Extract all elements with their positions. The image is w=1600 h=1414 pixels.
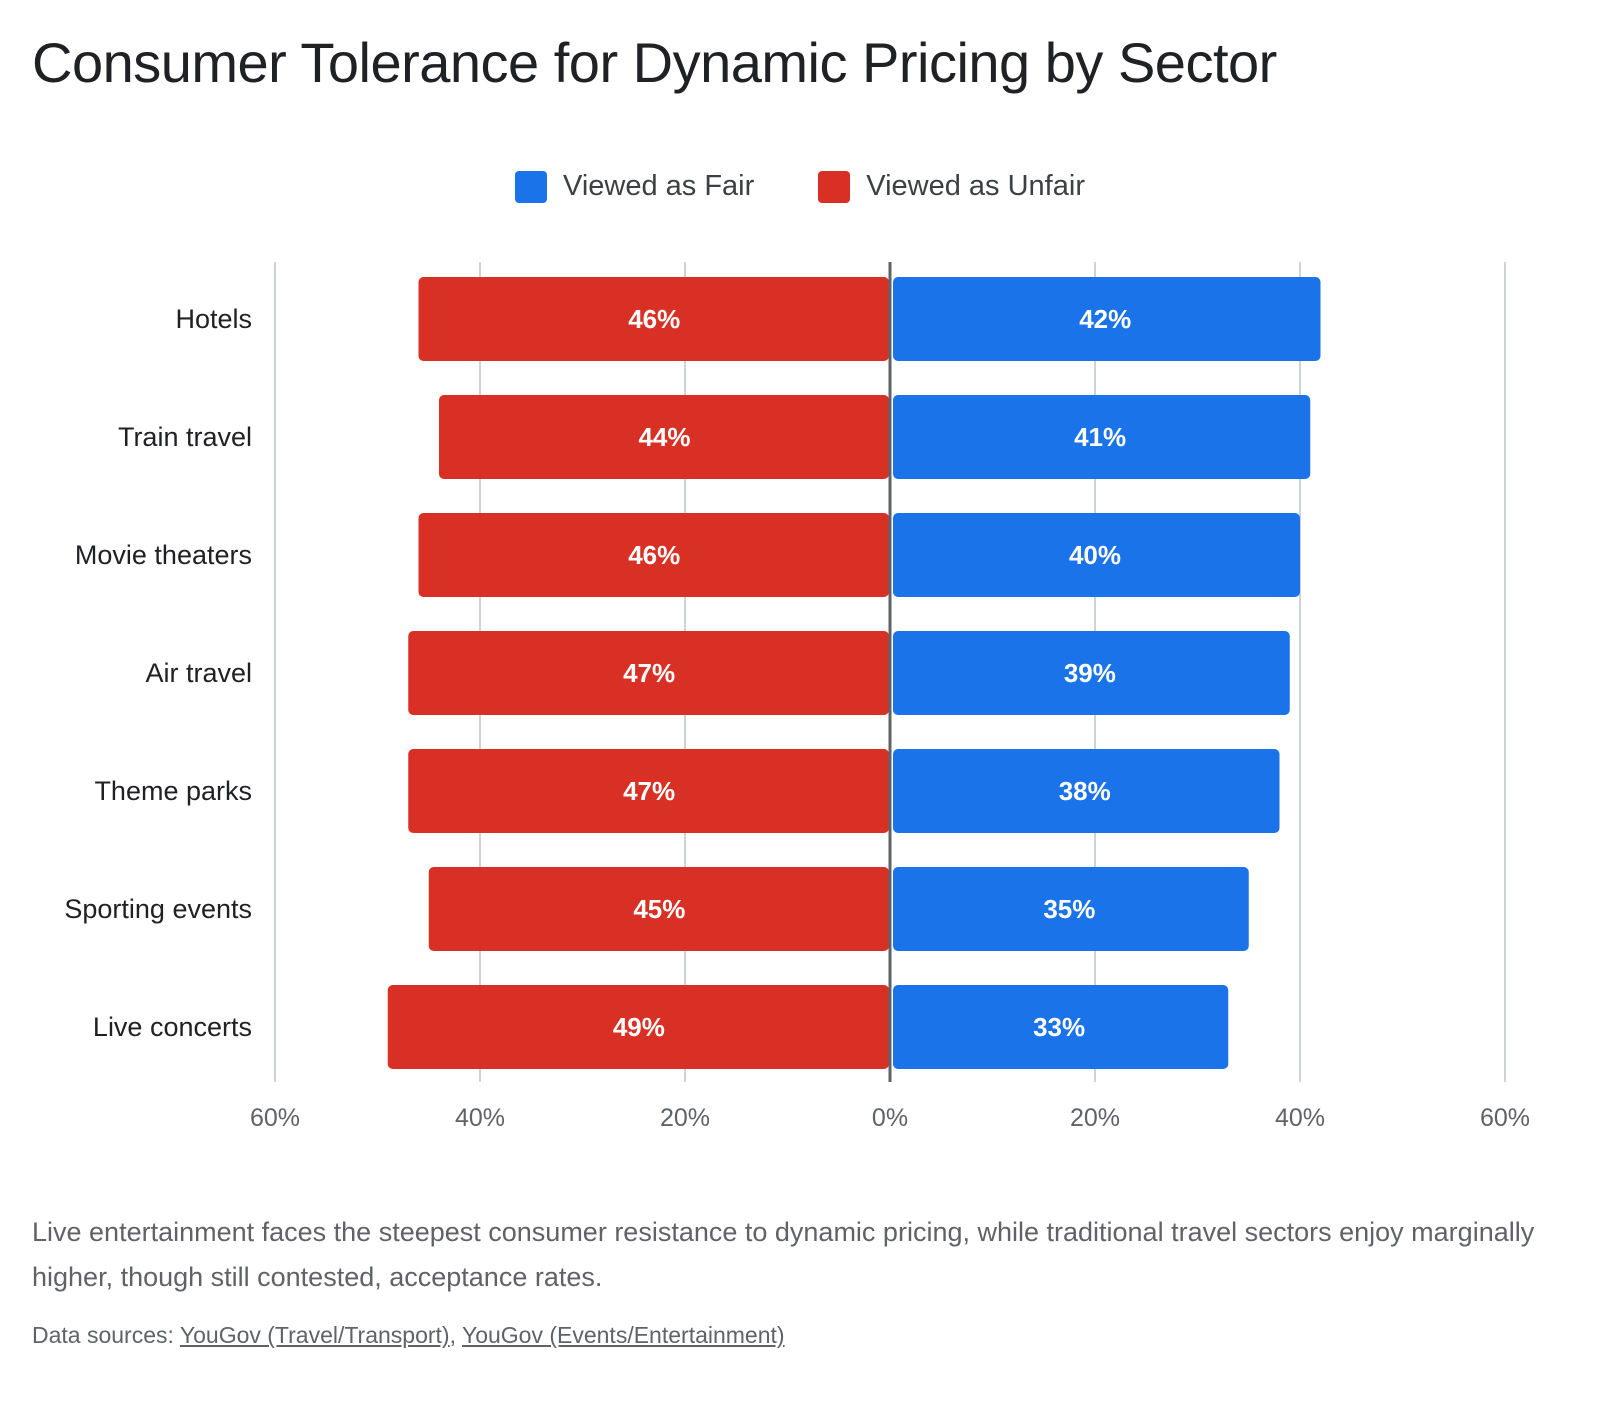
bar-unfair [439,395,889,479]
source-link-travel[interactable]: YouGov (Travel/Transport) [179,1322,450,1348]
category-label: Sporting events [64,894,252,924]
chart-plot: 60% 40% 20% 0% 20% 40% 60% Hotels 46% 42% Train tr… [64,262,1530,1132]
x-tick-label: 40% [1275,1104,1325,1132]
chart-title: Consumer Tolerance for Dynamic Pricing b… [32,31,1277,94]
data-sources: Data sources: YouGov (Travel/Transport),… [32,1322,785,1349]
x-tick-label: 60% [1480,1104,1530,1132]
legend-item-unfair[interactable]: Viewed as Unfair [818,170,1085,203]
legend: Viewed as Fair Viewed as Unfair [0,170,1600,203]
bar-unfair [418,513,889,597]
bar-fair [893,395,1311,479]
bar-fair [893,749,1280,833]
bar-label-fair: 35% [1043,894,1095,924]
legend-label-unfair: Viewed as Unfair [866,170,1085,202]
category-label: Theme parks [94,776,252,806]
x-tick-label: 0% [872,1104,908,1132]
bar-fair [893,277,1321,361]
bar-label-fair: 40% [1069,540,1121,570]
bar-fair [893,513,1300,597]
category-label: Train travel [118,422,252,452]
x-tick-label: 60% [250,1104,300,1132]
bar-unfair [408,631,889,715]
sources-separator: , [449,1322,462,1348]
bar-label-unfair: 47% [623,776,675,806]
bar-unfair [428,867,889,951]
category-label: Hotels [175,304,252,334]
bar-unfair [418,277,889,361]
bar-label-fair: 42% [1079,304,1131,334]
bar-label-fair: 41% [1074,422,1126,452]
legend-swatch-unfair [818,170,851,203]
category-label: Movie theaters [75,540,252,570]
bar-label-unfair: 46% [628,540,680,570]
legend-label-fair: Viewed as Fair [563,170,755,202]
legend-item-fair[interactable]: Viewed as Fair [515,170,754,203]
x-tick-label: 20% [660,1104,710,1132]
bar-fair [893,985,1229,1069]
bar-label-fair: 39% [1064,658,1116,688]
bar-label-unfair: 47% [623,658,675,688]
sources-prefix: Data sources: [32,1322,180,1348]
bar-label-unfair: 46% [628,304,680,334]
bar-label-fair: 33% [1033,1012,1085,1042]
source-link-events[interactable]: YouGov (Events/Entertainment) [461,1322,785,1348]
bar-label-fair: 38% [1059,776,1111,806]
bar-label-unfair: 49% [613,1012,665,1042]
bar-label-unfair: 45% [633,894,685,924]
category-label: Air travel [145,658,252,688]
chart-caption: Live entertainment faces the steepest co… [32,1217,1535,1292]
legend-swatch-fair [515,170,547,203]
bar-label-unfair: 44% [638,422,690,452]
x-tick-label: 20% [1070,1104,1120,1132]
x-tick-label: 40% [455,1104,505,1132]
bar-unfair [387,985,889,1069]
bar-fair [893,867,1249,951]
bar-unfair [408,749,889,833]
category-label: Live concerts [93,1012,252,1042]
bar-fair [893,631,1290,715]
